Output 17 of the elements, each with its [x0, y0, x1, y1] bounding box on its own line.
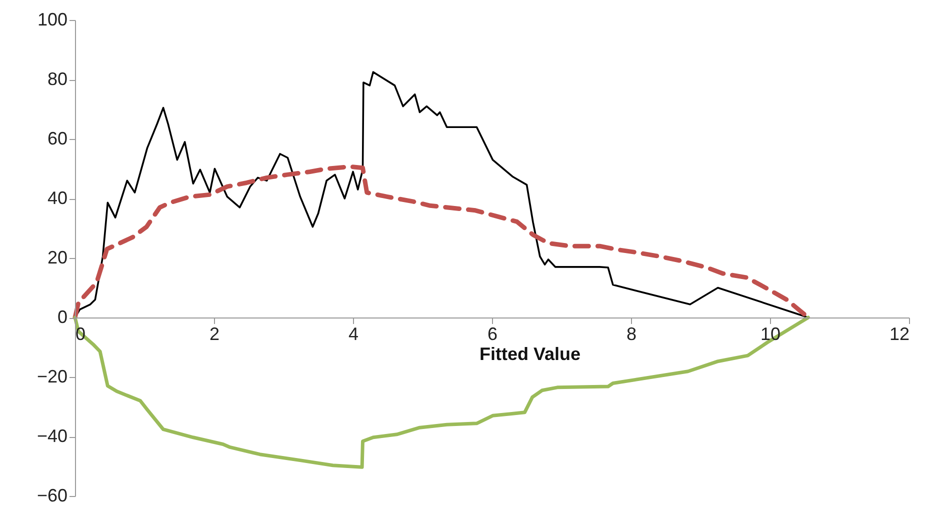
- y-tick-label: −20: [36, 366, 68, 386]
- x-tick-label: 12: [889, 324, 910, 344]
- x-axis-title: Fitted Value: [480, 344, 581, 364]
- y-tick-label: −40: [36, 426, 68, 446]
- x-tick-label: 4: [348, 324, 359, 344]
- x-tick-label: 8: [626, 324, 637, 344]
- y-tick-label: −60: [36, 486, 68, 506]
- x-tick-label: 6: [487, 324, 498, 344]
- x-tick-label: 2: [209, 324, 220, 344]
- y-tick-label: 80: [47, 69, 68, 89]
- y-tick-label: 60: [47, 128, 68, 148]
- y-tick-label: 0: [57, 307, 68, 327]
- y-tick-label: 100: [37, 10, 68, 30]
- y-tick-label: 40: [47, 188, 68, 208]
- x-tick-label: 10: [760, 324, 781, 344]
- y-tick-label: 20: [47, 248, 68, 268]
- line-series: [73, 316, 810, 469]
